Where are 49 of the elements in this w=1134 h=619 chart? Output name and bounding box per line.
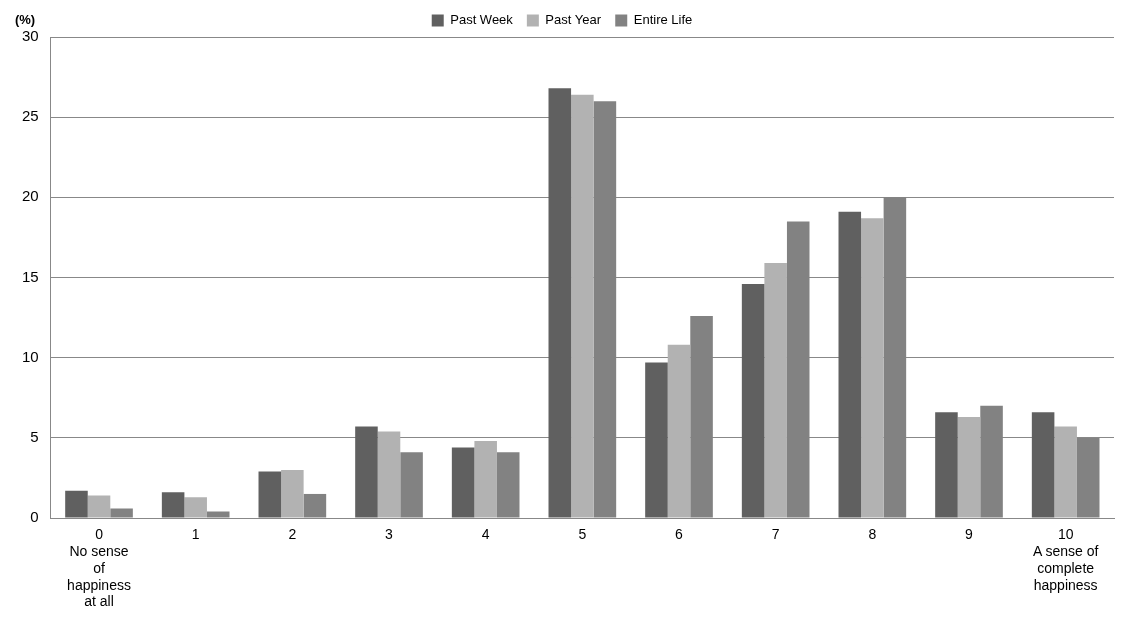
x-tick-label: 3 bbox=[385, 526, 394, 543]
x-tick-label: 10 A sense of complete happiness bbox=[1032, 526, 1099, 593]
bar bbox=[645, 362, 668, 518]
x-tick-label: 2 bbox=[288, 526, 297, 543]
bar bbox=[571, 94, 594, 518]
bar bbox=[957, 416, 981, 518]
y-tick-label: 5 bbox=[30, 427, 39, 445]
y-tick-label: 10 bbox=[22, 347, 39, 365]
y-tick-label: 15 bbox=[22, 267, 39, 285]
y-tick-label: 25 bbox=[22, 107, 39, 125]
y-axis-title: (%) bbox=[14, 11, 36, 27]
bar bbox=[281, 469, 304, 518]
x-tick-label: 5 bbox=[578, 526, 587, 543]
bar bbox=[206, 511, 230, 518]
bar bbox=[764, 263, 787, 518]
bar bbox=[474, 441, 497, 518]
bar bbox=[258, 471, 282, 518]
y-tick-label: 30 bbox=[22, 27, 39, 45]
bar bbox=[1031, 412, 1055, 518]
y-tick-label: 20 bbox=[22, 187, 39, 205]
bar bbox=[667, 344, 691, 518]
bar bbox=[400, 452, 423, 518]
bar bbox=[377, 431, 401, 518]
bar bbox=[496, 452, 520, 518]
bar bbox=[184, 497, 207, 518]
bar bbox=[110, 508, 133, 518]
bar bbox=[935, 412, 958, 518]
legend-label: Past Year bbox=[545, 12, 602, 28]
x-tick-label: 0 No sense of happiness at all bbox=[67, 526, 131, 610]
bar bbox=[355, 426, 378, 518]
bar bbox=[861, 218, 884, 518]
bar bbox=[161, 492, 185, 518]
bar bbox=[451, 447, 475, 518]
legend-label: Past Week bbox=[450, 12, 514, 28]
x-tick-label: 1 bbox=[191, 526, 200, 543]
bar bbox=[87, 495, 111, 518]
bar bbox=[303, 493, 327, 518]
bar bbox=[548, 88, 572, 518]
x-tick-label: 8 bbox=[868, 526, 877, 543]
bar bbox=[838, 211, 862, 518]
y-tick-label: 0 bbox=[30, 508, 39, 526]
x-tick-label: 4 bbox=[481, 526, 490, 543]
bar bbox=[1054, 426, 1077, 518]
x-tick-label: 9 bbox=[965, 526, 974, 543]
bar bbox=[65, 490, 88, 518]
x-tick-label: 7 bbox=[771, 526, 780, 543]
legend-label: Entire Life bbox=[633, 12, 693, 28]
bar bbox=[741, 283, 765, 518]
x-tick-label: 6 bbox=[675, 526, 684, 543]
